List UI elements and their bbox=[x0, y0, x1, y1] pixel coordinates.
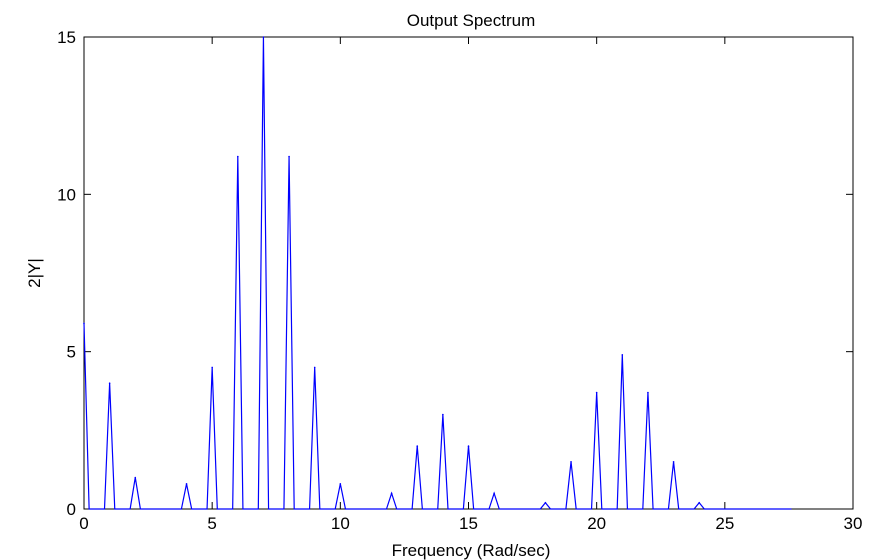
spectrum-peak-point bbox=[134, 476, 137, 479]
y-tick-label: 0 bbox=[67, 500, 76, 519]
x-tick-label: 15 bbox=[459, 514, 478, 533]
spectrum-peak-point bbox=[313, 366, 316, 369]
spectrum-peak-point bbox=[647, 391, 649, 394]
x-tick-label: 25 bbox=[715, 514, 734, 533]
y-tick-label: 10 bbox=[57, 185, 76, 204]
spectrum-peak-point bbox=[672, 461, 675, 463]
spectrum-peak-point bbox=[185, 483, 188, 485]
spectrum-peak-point bbox=[595, 391, 598, 394]
spectrum-peak-point bbox=[390, 492, 393, 495]
spectrum-peak-point bbox=[288, 155, 290, 158]
plot-frame bbox=[83, 36, 854, 510]
x-tick-label: 5 bbox=[207, 514, 216, 533]
spectrum-peak-point bbox=[467, 445, 470, 447]
spectrum-peak-point bbox=[416, 445, 419, 447]
spectrum-peak-point bbox=[339, 483, 342, 485]
peak-marks bbox=[83, 36, 700, 504]
x-tick-label: 0 bbox=[79, 514, 88, 533]
chart-title: Output Spectrum bbox=[407, 11, 536, 30]
y-axis-label: 2|Y| bbox=[25, 258, 44, 288]
x-axis-label: Frequency (Rad/sec) bbox=[392, 541, 551, 560]
spectrum-peak-point bbox=[544, 501, 547, 504]
y-tick-label: 5 bbox=[67, 343, 76, 362]
y-tick-label: 15 bbox=[57, 28, 76, 47]
y-axis-ticks: 0 5 10 15 bbox=[57, 28, 853, 519]
spectrum-peak-point bbox=[83, 322, 85, 325]
spectrum-peak-point bbox=[621, 354, 624, 356]
spectrum-peak-point bbox=[442, 413, 444, 416]
spectrum-peak-point bbox=[570, 461, 572, 463]
spectrum-peak-point bbox=[237, 155, 239, 158]
x-axis-ticks: 0 5 10 15 20 25 30 bbox=[79, 37, 862, 533]
spectrum-peak-point bbox=[262, 36, 265, 38]
spectrum-series-line bbox=[83, 36, 792, 510]
spectrum-peak-point bbox=[698, 501, 700, 504]
x-tick-label: 30 bbox=[844, 514, 863, 533]
spectrum-peak-point bbox=[108, 382, 111, 384]
spectrum-peak-point bbox=[211, 366, 213, 369]
spectrum-peak-point bbox=[493, 492, 495, 495]
x-tick-label: 20 bbox=[587, 514, 606, 533]
x-tick-label: 10 bbox=[331, 514, 350, 533]
